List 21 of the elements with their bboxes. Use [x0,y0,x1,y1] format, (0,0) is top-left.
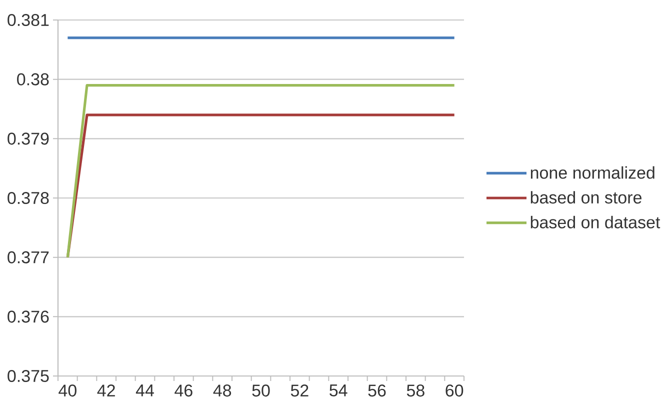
legend-label: based on dataset [530,216,660,228]
x-tick-label: 60 [446,384,464,397]
x-tick-label: 42 [97,384,115,396]
x-tick-label: 44 [136,384,154,396]
legend-label: none normalized [530,166,654,179]
x-tick-label: 46 [174,384,192,397]
y-tick-label: 0.377 [8,251,49,264]
legend-label: based on store [530,191,642,204]
x-tick-label: 54 [330,384,348,396]
x-tick-label: 50 [252,384,270,397]
x-tick-label: 52 [290,384,308,397]
y-tick-label: 0.38 [17,73,49,86]
y-tick-label: 0.381 [8,14,49,26]
y-tick-label: 0.379 [8,132,49,145]
y-tick-label: 0.375 [8,370,49,382]
x-tick-label: 56 [368,384,386,397]
y-tick-label: 0.378 [8,192,49,204]
y-tick-label: 0.376 [8,310,49,323]
x-tick-label: 48 [213,384,232,397]
x-tick-label: 40 [58,384,76,397]
x-tick-label: 58 [406,384,424,397]
